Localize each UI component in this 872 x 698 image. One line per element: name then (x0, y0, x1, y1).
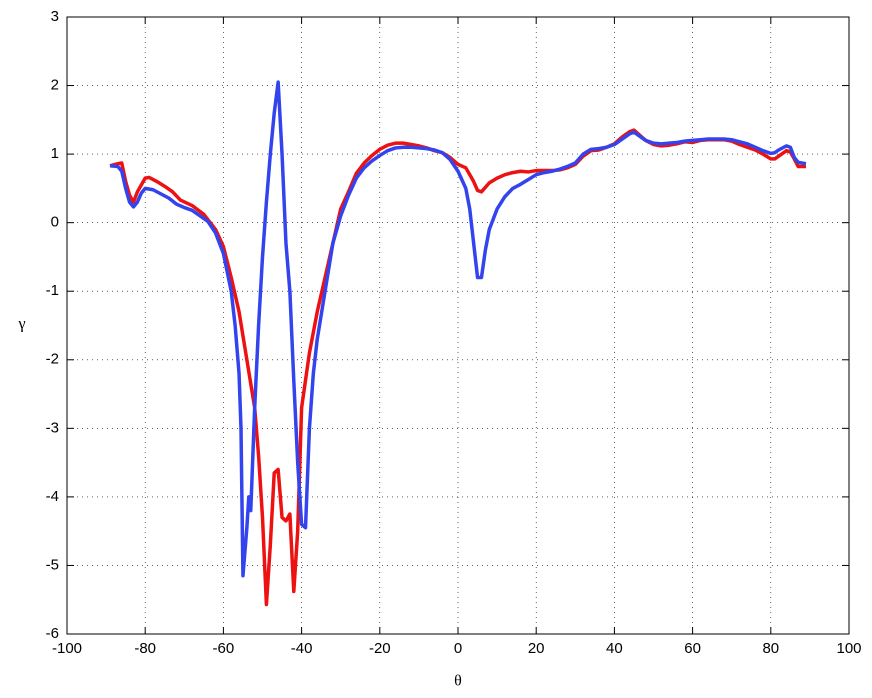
y-tick-label: -4 (46, 488, 59, 505)
x-tick-label: 20 (528, 640, 545, 657)
x-tick-label: -100 (52, 640, 82, 657)
y-tick-label: 2 (51, 77, 59, 94)
x-tick-label: 100 (836, 640, 861, 657)
y-tick-label: -1 (46, 282, 59, 299)
x-tick-label: -20 (369, 640, 391, 657)
x-tick-label: -40 (291, 640, 313, 657)
x-tick-label: -80 (134, 640, 156, 657)
y-tick-label: -5 (46, 556, 59, 573)
plot-frame (66, 16, 850, 635)
y-tick-label: -2 (46, 351, 59, 368)
x-axis-label: θ (454, 673, 462, 690)
x-tick-label: 60 (684, 640, 701, 657)
y-tick-label: -6 (46, 625, 59, 642)
data-line (109, 80, 807, 578)
x-tick-label: 80 (762, 640, 779, 657)
x-tick-label: 40 (606, 640, 623, 657)
y-axis-label: γ (17, 316, 25, 333)
x-tick-label: -60 (213, 640, 235, 657)
x-tick-label: 0 (454, 640, 462, 657)
y-tick-label: 1 (51, 145, 59, 162)
y-tick-label: -3 (46, 419, 59, 436)
y-tick-label: 3 (51, 8, 59, 25)
y-tick-label: 0 (51, 214, 59, 231)
